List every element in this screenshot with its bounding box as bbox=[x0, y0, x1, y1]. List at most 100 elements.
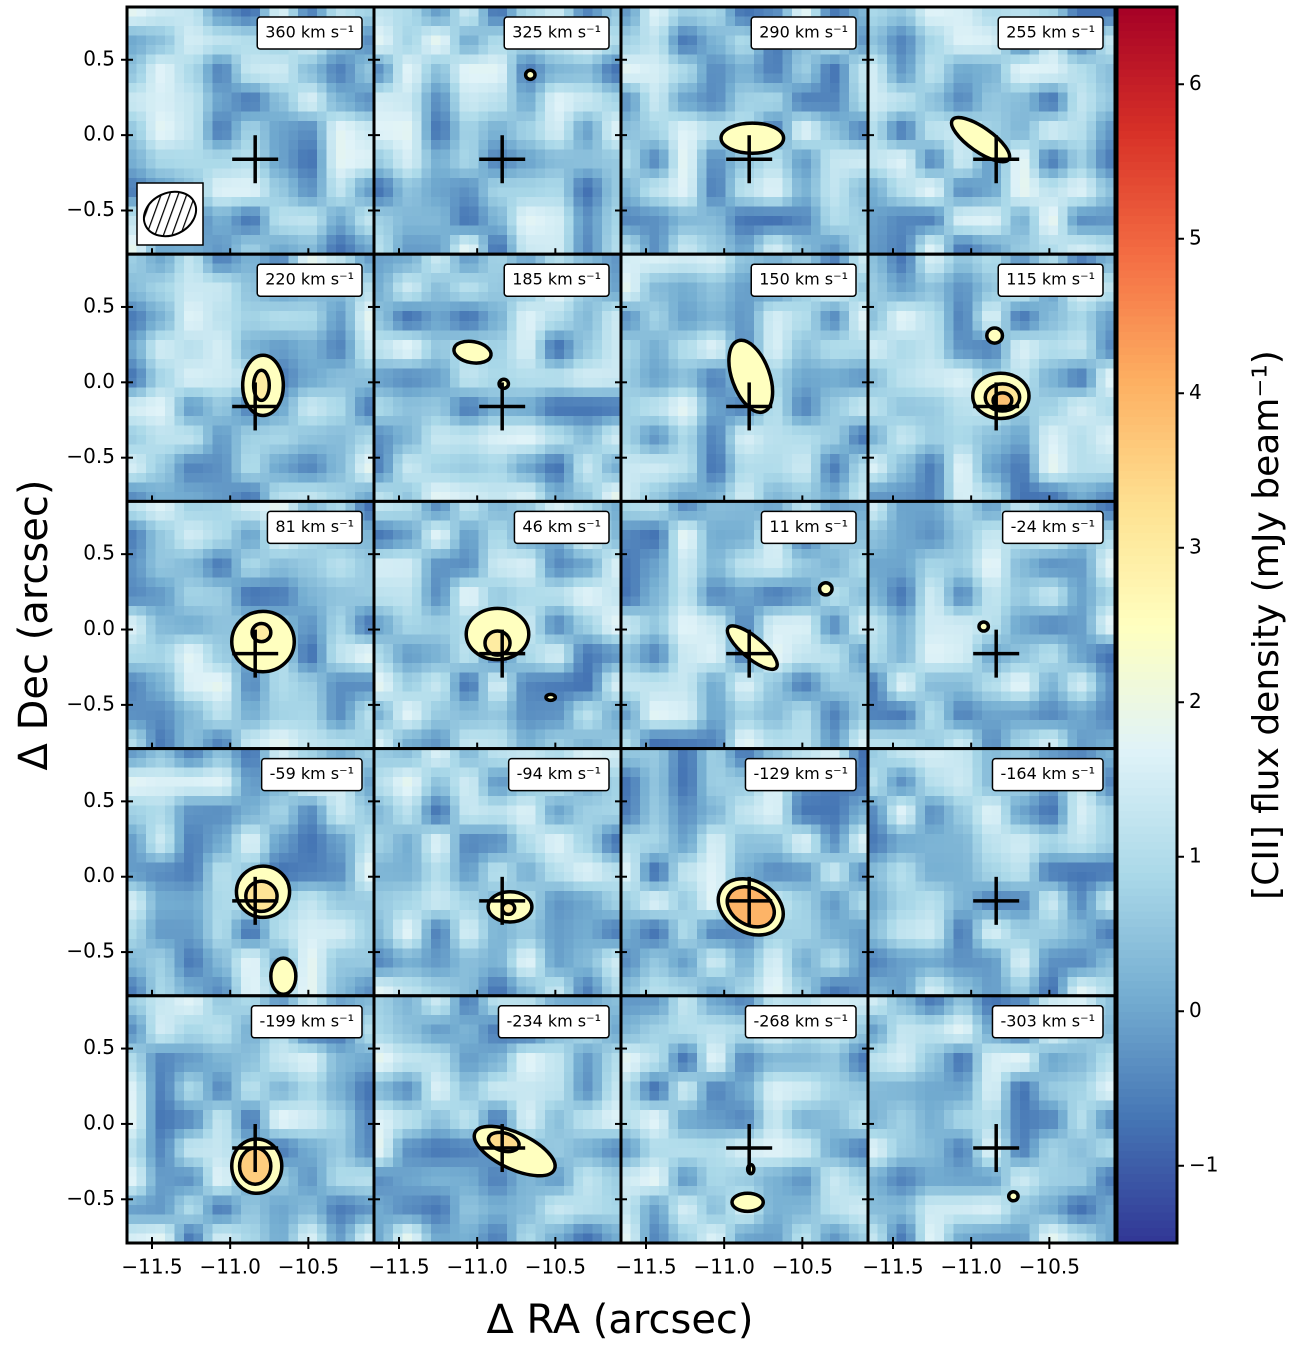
noise-cell bbox=[687, 472, 698, 483]
noise-cell bbox=[165, 254, 176, 265]
noise-cell bbox=[184, 472, 195, 483]
noise-cell bbox=[459, 377, 470, 388]
noise-cell bbox=[260, 453, 271, 464]
noise-cell bbox=[801, 415, 812, 426]
noise-cell bbox=[782, 197, 793, 208]
noise-cell bbox=[345, 83, 356, 94]
noise-cell bbox=[250, 292, 261, 303]
noise-cell bbox=[858, 187, 869, 198]
noise-cell bbox=[668, 121, 679, 132]
noise-cell bbox=[1020, 64, 1031, 75]
noise-cell bbox=[383, 292, 394, 303]
noise-cell bbox=[412, 168, 423, 179]
noise-cell bbox=[678, 45, 689, 56]
noise-cell bbox=[269, 206, 280, 217]
noise-cell bbox=[260, 111, 271, 122]
noise-cell bbox=[155, 263, 166, 274]
noise-cell bbox=[687, 54, 698, 65]
noise-cell bbox=[431, 111, 442, 122]
noise-cell bbox=[307, 225, 318, 236]
noise-cell bbox=[317, 292, 328, 303]
noise-cell bbox=[697, 92, 708, 103]
noise-cell bbox=[222, 368, 233, 379]
noise-cell bbox=[858, 64, 869, 75]
noise-cell bbox=[1029, 206, 1040, 217]
noise-cell bbox=[811, 330, 822, 341]
noise-cell bbox=[963, 197, 974, 208]
noise-cell bbox=[1058, 111, 1069, 122]
noise-cell bbox=[526, 92, 537, 103]
noise-cell bbox=[640, 235, 651, 246]
noise-cell bbox=[621, 121, 632, 132]
noise-cell bbox=[906, 320, 917, 331]
noise-cell bbox=[136, 463, 147, 474]
noise-cell bbox=[611, 406, 622, 417]
noise-cell bbox=[716, 187, 727, 198]
noise-cell bbox=[269, 197, 280, 208]
noise-cell bbox=[925, 273, 936, 284]
noise-cell bbox=[564, 178, 575, 189]
noise-cell bbox=[136, 301, 147, 312]
noise-cell bbox=[146, 111, 157, 122]
noise-cell bbox=[849, 396, 860, 407]
noise-cell bbox=[782, 415, 793, 426]
y-tick-label: 0.5 bbox=[83, 293, 115, 317]
noise-cell bbox=[763, 64, 774, 75]
noise-cell bbox=[592, 197, 603, 208]
noise-cell bbox=[877, 273, 888, 284]
noise-cell bbox=[250, 16, 261, 27]
noise-cell bbox=[469, 159, 480, 170]
noise-cell bbox=[659, 83, 670, 94]
noise-cell bbox=[621, 26, 632, 37]
noise-cell bbox=[488, 434, 499, 445]
noise-cell bbox=[1067, 225, 1078, 236]
noise-cell bbox=[146, 425, 157, 436]
noise-cell bbox=[906, 197, 917, 208]
noise-cell bbox=[402, 73, 413, 84]
noise-cell bbox=[307, 178, 318, 189]
noise-cell bbox=[488, 92, 499, 103]
noise-cell bbox=[687, 187, 698, 198]
noise-cell bbox=[146, 453, 157, 464]
noise-cell bbox=[383, 491, 394, 502]
noise-cell bbox=[507, 235, 518, 246]
noise-cell bbox=[640, 301, 651, 312]
noise-cell bbox=[820, 102, 831, 113]
noise-cell bbox=[621, 111, 632, 122]
noise-cell bbox=[307, 73, 318, 84]
noise-cell bbox=[412, 377, 423, 388]
noise-cell bbox=[915, 425, 926, 436]
noise-cell bbox=[820, 140, 831, 151]
noise-cell bbox=[212, 444, 223, 455]
noise-cell bbox=[507, 444, 518, 455]
noise-cell bbox=[630, 491, 641, 502]
noise-cell bbox=[298, 425, 309, 436]
noise-cell bbox=[231, 216, 242, 227]
noise-cell bbox=[763, 54, 774, 65]
noise-cell bbox=[896, 235, 907, 246]
noise-cell bbox=[298, 187, 309, 198]
noise-cell bbox=[830, 54, 841, 65]
noise-cell bbox=[402, 216, 413, 227]
noise-cell bbox=[640, 83, 651, 94]
noise-cell bbox=[497, 358, 508, 369]
noise-cell bbox=[364, 491, 375, 502]
noise-cell bbox=[307, 415, 318, 426]
noise-cell bbox=[241, 463, 252, 474]
noise-cell bbox=[877, 425, 888, 436]
noise-cell bbox=[440, 149, 451, 160]
noise-cell bbox=[934, 140, 945, 151]
noise-cell bbox=[868, 216, 879, 227]
noise-cell bbox=[640, 387, 651, 398]
noise-cell bbox=[1077, 140, 1088, 151]
noise-cell bbox=[925, 92, 936, 103]
noise-cell bbox=[830, 434, 841, 445]
noise-cell bbox=[155, 444, 166, 455]
noise-cell bbox=[345, 197, 356, 208]
noise-cell bbox=[469, 168, 480, 179]
noise-cell bbox=[630, 168, 641, 179]
noise-cell bbox=[288, 406, 299, 417]
noise-cell bbox=[136, 311, 147, 322]
noise-cell bbox=[355, 64, 366, 75]
noise-cell bbox=[383, 216, 394, 227]
